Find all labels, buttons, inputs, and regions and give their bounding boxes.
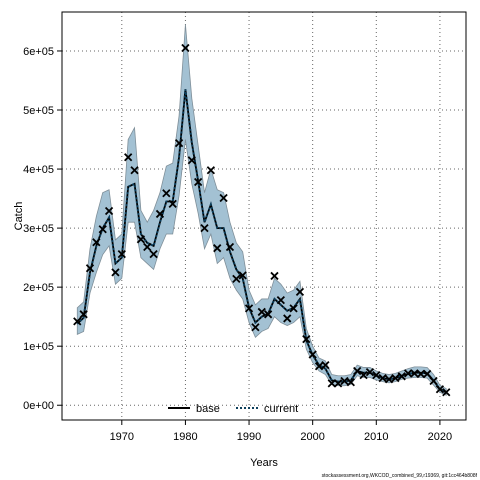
observed-point xyxy=(283,314,292,323)
observed-point xyxy=(276,296,285,305)
observed-point xyxy=(321,360,330,370)
x-axis-label: Years xyxy=(250,457,278,469)
observed-point xyxy=(194,177,203,187)
observed-point xyxy=(327,379,336,388)
observed-point xyxy=(340,376,349,386)
y-axis-label: Catch xyxy=(13,202,25,231)
observed-point xyxy=(92,238,101,247)
observed-point xyxy=(257,307,266,317)
observed-point xyxy=(187,156,196,165)
observed-point xyxy=(353,366,362,376)
y-tick-label: 3e+05 xyxy=(23,223,54,235)
observed-point xyxy=(251,323,260,332)
series-line xyxy=(76,89,447,394)
confidence-band xyxy=(76,24,447,396)
observed-point xyxy=(232,274,241,284)
observed-point xyxy=(416,369,425,379)
observed-point xyxy=(155,209,165,219)
observed-point xyxy=(136,235,146,244)
observed-point xyxy=(429,376,438,386)
observed-point xyxy=(435,385,445,394)
observed-point xyxy=(372,370,381,380)
observed-point xyxy=(403,369,413,378)
observed-point xyxy=(73,317,82,326)
observed-point xyxy=(174,138,184,148)
y-tick-label: 4e+05 xyxy=(23,164,54,176)
observed-point xyxy=(117,249,126,259)
observed-point xyxy=(263,310,273,319)
observed-point xyxy=(270,271,279,281)
observed-point xyxy=(295,287,305,297)
y-tick-label: 2e+05 xyxy=(23,282,54,294)
x-tick-label: 1990 xyxy=(237,431,261,443)
observed-point xyxy=(244,304,254,313)
observed-point xyxy=(302,334,311,344)
observed-point xyxy=(168,199,177,209)
observed-point xyxy=(238,271,247,280)
x-tick-label: 2000 xyxy=(300,431,324,443)
observed-point xyxy=(346,378,355,387)
legend-label: current xyxy=(264,403,298,415)
x-tick-label: 1980 xyxy=(173,431,197,443)
observed-point xyxy=(384,375,394,384)
observed-point xyxy=(423,369,432,379)
observed-point xyxy=(333,379,343,388)
observed-point xyxy=(124,153,133,162)
observed-point xyxy=(85,264,95,273)
observed-point xyxy=(79,310,88,319)
observed-point xyxy=(225,242,235,252)
observed-point xyxy=(104,206,114,216)
observed-point xyxy=(98,225,107,234)
observed-point xyxy=(314,362,324,371)
observed-point xyxy=(219,193,228,203)
footnote: stockassessment.org,WKCOD_combined_99,r1… xyxy=(322,473,478,479)
observed-point xyxy=(397,372,406,381)
observed-point xyxy=(289,304,298,313)
plot-frame xyxy=(61,11,467,421)
legend-label: base xyxy=(196,403,220,415)
observed-point xyxy=(365,368,375,377)
y-tick-label: 1e+05 xyxy=(23,341,54,353)
observed-point xyxy=(162,189,171,198)
observed-point xyxy=(359,370,368,380)
observed-point xyxy=(130,166,139,175)
observed-point xyxy=(378,373,387,383)
observed-point xyxy=(206,166,216,175)
observed-point xyxy=(442,388,451,397)
observed-point xyxy=(181,43,190,53)
x-tick-label: 1970 xyxy=(110,431,134,443)
x-tick-label: 2010 xyxy=(364,431,388,443)
y-tick-label: 5e+05 xyxy=(23,105,54,117)
observed-point xyxy=(391,373,400,383)
observed-point xyxy=(213,244,222,253)
observed-point xyxy=(308,350,317,359)
observed-point xyxy=(111,268,120,277)
y-tick-label: 6e+05 xyxy=(23,46,54,58)
observed-point xyxy=(149,249,158,259)
x-tick-label: 2020 xyxy=(428,431,452,443)
observed-point xyxy=(143,242,152,252)
y-tick-label: 0e+00 xyxy=(23,400,54,412)
observed-point xyxy=(200,223,209,233)
